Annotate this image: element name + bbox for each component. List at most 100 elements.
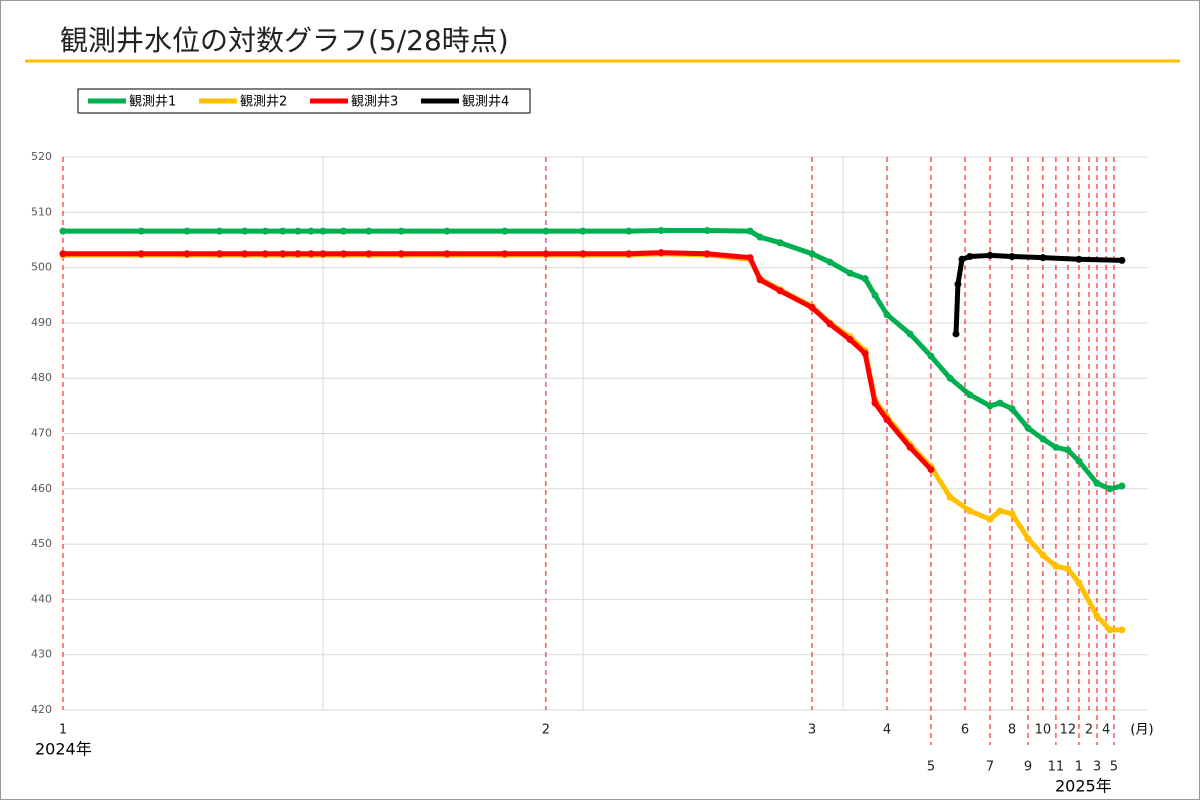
data-point [1039, 435, 1047, 443]
data-point [137, 250, 145, 258]
data-point [746, 227, 754, 235]
x-tick-label: 2 [542, 723, 550, 738]
data-point [1106, 626, 1114, 634]
data-point [1118, 482, 1126, 490]
data-point [59, 250, 67, 258]
data-point [1118, 256, 1126, 264]
data-point [986, 251, 994, 259]
y-tick-label: 470 [31, 427, 52, 440]
data-point [1024, 424, 1032, 432]
x-tick-label: 8 [1008, 723, 1016, 738]
data-point [952, 330, 960, 338]
data-point [958, 255, 966, 263]
data-point [846, 269, 854, 277]
data-point [279, 250, 287, 258]
data-point [579, 227, 587, 235]
y-tick-label: 480 [31, 371, 52, 384]
y-tick-label: 420 [31, 703, 52, 716]
data-point [703, 227, 711, 235]
data-point [183, 227, 191, 235]
data-point [927, 465, 935, 473]
data-point [966, 253, 974, 261]
data-point [261, 227, 269, 235]
y-tick-label: 520 [31, 150, 52, 163]
data-point [986, 515, 994, 523]
data-point [1106, 485, 1114, 493]
data-point [808, 250, 816, 258]
x-tick-label: 7 [986, 760, 994, 775]
data-point [1093, 479, 1101, 487]
legend-label: 観測井3 [351, 95, 398, 110]
x-tick-label: 3 [1093, 760, 1101, 775]
x-tick-label: 9 [1024, 760, 1032, 775]
y-tick-label: 510 [31, 205, 52, 218]
data-point [294, 250, 302, 258]
x-tick-label: 1 [1075, 760, 1083, 775]
y-tick-label: 430 [31, 648, 52, 661]
data-point [946, 374, 954, 382]
data-point [746, 254, 754, 262]
data-point [906, 330, 914, 338]
data-point [241, 227, 249, 235]
data-point [883, 416, 891, 424]
data-point [871, 399, 879, 407]
data-point [501, 250, 509, 258]
data-point [1075, 457, 1083, 465]
data-point [927, 352, 935, 360]
data-point [871, 291, 879, 299]
data-point [501, 227, 509, 235]
data-point [1118, 626, 1126, 634]
legend-label: 観測井4 [462, 95, 509, 110]
data-point [1008, 253, 1016, 261]
data-point [1008, 510, 1016, 518]
data-point [1052, 562, 1060, 570]
data-point [294, 227, 302, 235]
data-point [808, 303, 816, 311]
data-point [906, 443, 914, 451]
data-point [1052, 443, 1060, 451]
data-point [261, 250, 269, 258]
data-point [776, 239, 784, 247]
data-point [137, 227, 145, 235]
data-point [1093, 612, 1101, 620]
data-point [397, 227, 405, 235]
data-point [241, 250, 249, 258]
x-tick-label: 2 [1085, 723, 1093, 738]
data-point [883, 311, 891, 319]
data-point [1008, 405, 1016, 413]
x-unit: (月) [1130, 723, 1153, 738]
data-point [1064, 565, 1072, 573]
data-point [1039, 254, 1047, 262]
data-point [319, 227, 327, 235]
data-point [826, 258, 834, 266]
data-point [625, 227, 633, 235]
data-point [776, 287, 784, 295]
x-tick-label: 5 [927, 760, 935, 775]
x-tick-label: 10 [1035, 723, 1052, 738]
data-point [861, 349, 869, 357]
data-point [1039, 551, 1047, 559]
data-point [279, 227, 287, 235]
x-tick-label: 11 [1048, 760, 1065, 775]
data-point [365, 250, 373, 258]
y-tick-label: 500 [31, 261, 52, 274]
data-point [542, 227, 550, 235]
data-point [365, 227, 373, 235]
data-point [1075, 255, 1083, 263]
y-tick-label: 450 [31, 537, 52, 550]
chart-title: 観測井水位の対数グラフ(5/28時点) [60, 24, 509, 57]
data-point [657, 227, 665, 235]
x-tick-label: 1 [59, 723, 67, 738]
data-point [443, 227, 451, 235]
data-point [996, 507, 1004, 515]
x-tick-label: 6 [961, 723, 969, 738]
data-point [954, 280, 962, 288]
data-point [703, 250, 711, 258]
data-point [443, 250, 451, 258]
data-point [216, 250, 224, 258]
data-point [59, 227, 67, 235]
data-point [861, 275, 869, 283]
data-point [1024, 535, 1032, 543]
x-tick-label: 3 [808, 723, 816, 738]
